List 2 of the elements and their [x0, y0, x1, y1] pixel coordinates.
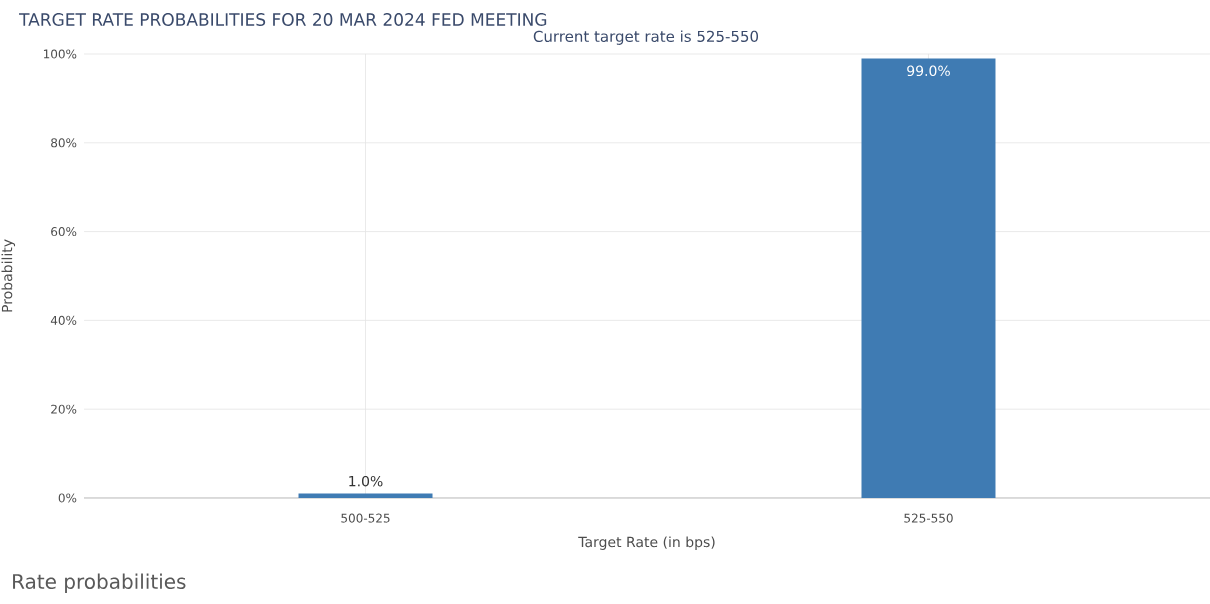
chart-title: TARGET RATE PROBABILITIES FOR 20 MAR 2024 FED MEETING [19, 13, 547, 26]
text: Rate probabilities [13, 573, 186, 593]
